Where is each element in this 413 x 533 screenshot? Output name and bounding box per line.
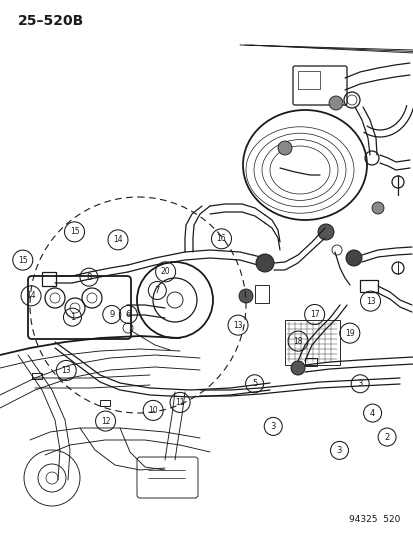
Text: 17: 17 [309, 310, 319, 319]
Circle shape [290, 361, 304, 375]
Text: 5: 5 [252, 379, 256, 388]
Circle shape [371, 202, 383, 214]
Text: 9: 9 [109, 310, 114, 319]
Circle shape [277, 141, 291, 155]
Circle shape [328, 96, 342, 110]
Text: 18: 18 [293, 337, 302, 345]
Text: 12: 12 [101, 417, 110, 425]
Text: 14: 14 [26, 292, 36, 300]
Bar [284, 320, 339, 365]
Text: 13: 13 [61, 366, 71, 375]
Bar [304, 358, 316, 366]
Circle shape [317, 224, 333, 240]
Circle shape [238, 289, 252, 303]
Text: 16: 16 [216, 235, 226, 243]
Bar [254, 285, 268, 303]
Circle shape [255, 254, 273, 272]
Text: 13: 13 [365, 297, 375, 305]
Text: 19: 19 [344, 329, 354, 337]
Text: 4: 4 [369, 409, 374, 417]
Text: 15: 15 [18, 256, 28, 264]
Text: 2: 2 [384, 433, 389, 441]
Text: 6: 6 [126, 310, 131, 319]
Bar [297, 71, 319, 89]
Text: 94325  520: 94325 520 [348, 515, 399, 524]
Text: 25–520B: 25–520B [18, 14, 84, 28]
Text: 20: 20 [160, 268, 170, 276]
Bar [359, 280, 377, 292]
Text: 10: 10 [148, 406, 158, 415]
Text: 13: 13 [233, 321, 242, 329]
Text: 11: 11 [175, 398, 184, 407]
Bar [100, 400, 110, 406]
Text: 3: 3 [270, 422, 275, 431]
Text: 3: 3 [357, 379, 362, 388]
Circle shape [345, 250, 361, 266]
Text: 3: 3 [336, 446, 341, 455]
Text: 7: 7 [154, 286, 159, 295]
Text: 15: 15 [69, 228, 79, 236]
Text: 14: 14 [113, 236, 123, 244]
Bar [32, 373, 42, 379]
Bar [42, 272, 56, 286]
Text: 1: 1 [70, 313, 75, 321]
Text: 8: 8 [86, 273, 91, 281]
